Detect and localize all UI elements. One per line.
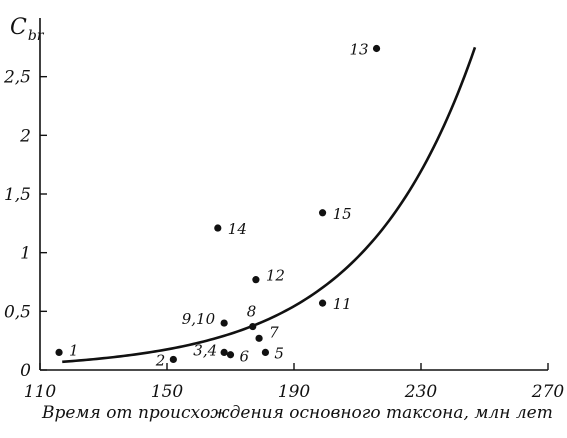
data-point-label: 13: [349, 41, 368, 59]
x-tick-label: 110: [24, 382, 57, 402]
data-point-label: 9,10: [182, 310, 216, 328]
data-point: [55, 348, 63, 356]
x-tick-label: 190: [278, 382, 311, 402]
data-point-label: 7: [269, 323, 279, 341]
data-point-label: 1: [69, 341, 79, 359]
data-point-label: 14: [228, 220, 247, 238]
data-point: [226, 351, 235, 359]
y-tick-label: 2,5: [3, 68, 31, 88]
axes-layer: [39, 18, 548, 371]
data-point: [214, 224, 222, 232]
data-point: [220, 348, 228, 356]
data-point-label: 3,4: [193, 341, 217, 359]
data-point-label: 5: [274, 344, 284, 362]
data-point: [169, 355, 177, 364]
data-point: [318, 209, 327, 217]
y-axis-title-sub: br: [28, 28, 45, 44]
data-point: [220, 319, 228, 327]
y-tick-label: 1: [20, 244, 31, 264]
data-point-label: 11: [333, 295, 352, 313]
data-point-label: 6: [240, 348, 250, 366]
ticks-layer: 110 150 190 230 270 0 0,5 1 1,5 2 2,5: [3, 68, 564, 402]
x-tick-label: 270: [531, 382, 565, 402]
y-tick-label: 0: [20, 361, 31, 381]
data-point-label: 15: [333, 205, 352, 223]
x-axis-title: Время от происхождения основного таксона…: [41, 403, 553, 423]
y-axis-title-main: C: [10, 15, 27, 40]
data-point: [372, 44, 381, 53]
y-tick-label: 1,5: [4, 185, 31, 205]
y-tick-label: 0,5: [4, 302, 31, 322]
y-axis-title: Cbr: [10, 15, 45, 44]
data-point: [249, 322, 257, 331]
data-point: [318, 299, 327, 307]
y-tick-label: 2: [19, 126, 31, 146]
curve-layer: [62, 46, 477, 364]
x-tick-label: 230: [404, 382, 438, 402]
trend-curve: [62, 46, 477, 364]
data-point-label: 2: [155, 351, 166, 369]
data-point-label: 8: [247, 303, 257, 321]
x-tick-label: 150: [151, 382, 184, 402]
data-point: [261, 348, 270, 356]
data-point-label: 12: [266, 267, 285, 285]
data-point: [252, 276, 260, 284]
data-point: [255, 334, 263, 342]
